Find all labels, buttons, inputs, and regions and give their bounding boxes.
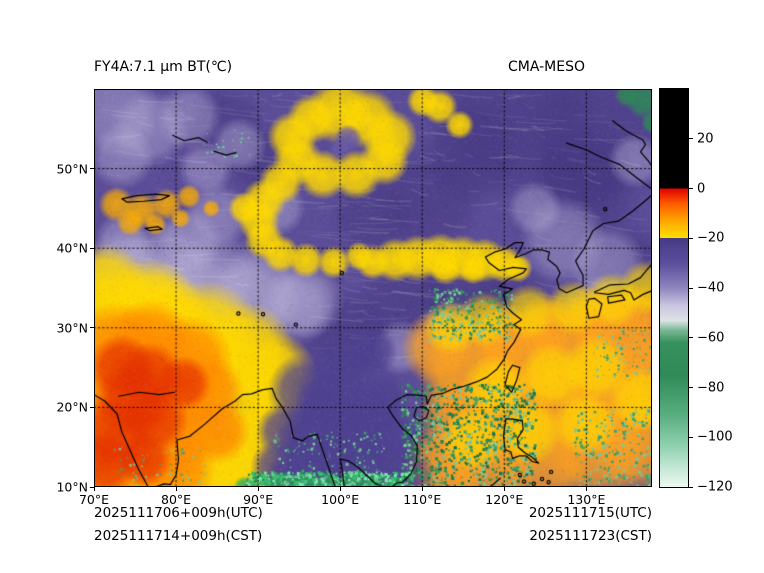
x-axis-tick-label: 90°E (243, 492, 274, 507)
y-axis-tick-label: 20°N (56, 399, 88, 415)
colorbar-tick (689, 387, 693, 388)
x-axis-tick (257, 487, 259, 491)
y-axis-tick-label: 10°N (56, 479, 88, 495)
y-axis-tick-label: 40°N (56, 240, 88, 256)
colorbar-tick (689, 436, 693, 438)
satellite-bt-map (94, 89, 652, 487)
colorbar-tick (689, 237, 693, 239)
x-axis-tick (585, 487, 587, 491)
colorbar-tick (689, 188, 693, 189)
x-axis-tick (93, 487, 95, 491)
colorbar-tick-label: −20 (697, 230, 725, 246)
x-axis-tick (339, 487, 341, 491)
y-axis-tick-label: 50°N (56, 161, 88, 177)
x-axis-tick-label: 70°E (78, 492, 110, 507)
y-axis-tick (90, 247, 94, 249)
forecast-init-time-utc: 2025111706+009h(UTC) (94, 505, 263, 521)
y-axis-tick (90, 327, 94, 329)
y-axis-tick (90, 486, 94, 488)
colorbar-tick (689, 287, 693, 289)
colorbar-tick (689, 138, 693, 140)
colorbar-tick-label: −60 (697, 330, 725, 346)
x-axis-tick-label: 80°E (161, 492, 192, 507)
map-plot-area (94, 89, 652, 487)
y-axis-tick (90, 168, 94, 170)
x-axis-tick (421, 487, 423, 491)
x-axis-tick (175, 487, 177, 491)
valid-time-cst: 2025111723(CST) (529, 528, 652, 544)
forecast-init-time-cst: 2025111714+009h(CST) (94, 528, 263, 544)
figure-title-right: CMA-MESO (508, 59, 586, 75)
x-axis-tick-label: 100°E (321, 492, 360, 507)
x-axis-tick-label: 110°E (403, 492, 442, 507)
colorbar-tick-label: 0 (697, 181, 706, 196)
colorbar-tick-label: −40 (697, 280, 725, 296)
x-axis-tick-label: 120°E (485, 492, 524, 507)
colorbar-tick-label: −100 (697, 429, 733, 445)
colorbar-tick-label: −120 (697, 479, 733, 495)
colorbar-tick-label: 20 (697, 131, 714, 147)
figure-title-left: FY4A:7.1 μm BT(℃) (94, 59, 233, 75)
x-axis-tick (503, 487, 505, 491)
colorbar-tick-label: −80 (697, 380, 725, 395)
colorbar-tick (689, 486, 693, 488)
x-axis-tick-label: 130°E (567, 492, 606, 507)
colorbar-tick (689, 337, 693, 339)
valid-time-utc: 2025111715(UTC) (528, 505, 652, 521)
y-axis-tick-label: 30°N (56, 320, 88, 336)
colorbar-gradient (659, 88, 689, 488)
y-axis-tick (90, 406, 94, 408)
